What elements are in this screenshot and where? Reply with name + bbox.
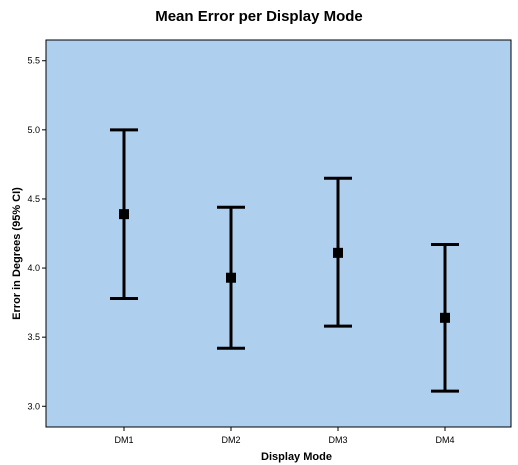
chart-title: Mean Error per Display Mode [155,8,363,25]
x-axis-title: Display Mode [261,451,332,463]
mean-marker [119,209,129,220]
y-tick-label: 5.0 [27,125,40,135]
plot-area [45,39,512,428]
y-axis-title: Error in Degrees (95% CI) [11,187,23,320]
error-bar-dm3 [324,176,352,328]
x-axis: DM1 DM2 DM3 DM4 [114,427,455,445]
x-tick-label: DM3 [328,435,347,445]
y-tick-label: 4.5 [27,194,40,204]
y-tick-label: 3.0 [27,401,40,411]
mean-marker [440,312,450,323]
y-tick-label: 5.5 [27,56,40,66]
x-tick-label: DM4 [435,435,454,445]
x-tick-label: DM2 [221,435,240,445]
y-tick-label: 4.0 [27,263,40,273]
error-bar-dm1 [110,128,138,300]
mean-marker [226,272,236,283]
error-bar-dm4 [431,243,459,393]
mean-marker [333,247,343,258]
y-axis: 3.0 3.5 4.0 4.5 5.0 5.5 [27,56,46,411]
y-tick-label: 3.5 [27,332,40,342]
error-bars [110,128,459,393]
error-bar-dm2 [217,205,245,350]
x-tick-label: DM1 [114,435,133,445]
